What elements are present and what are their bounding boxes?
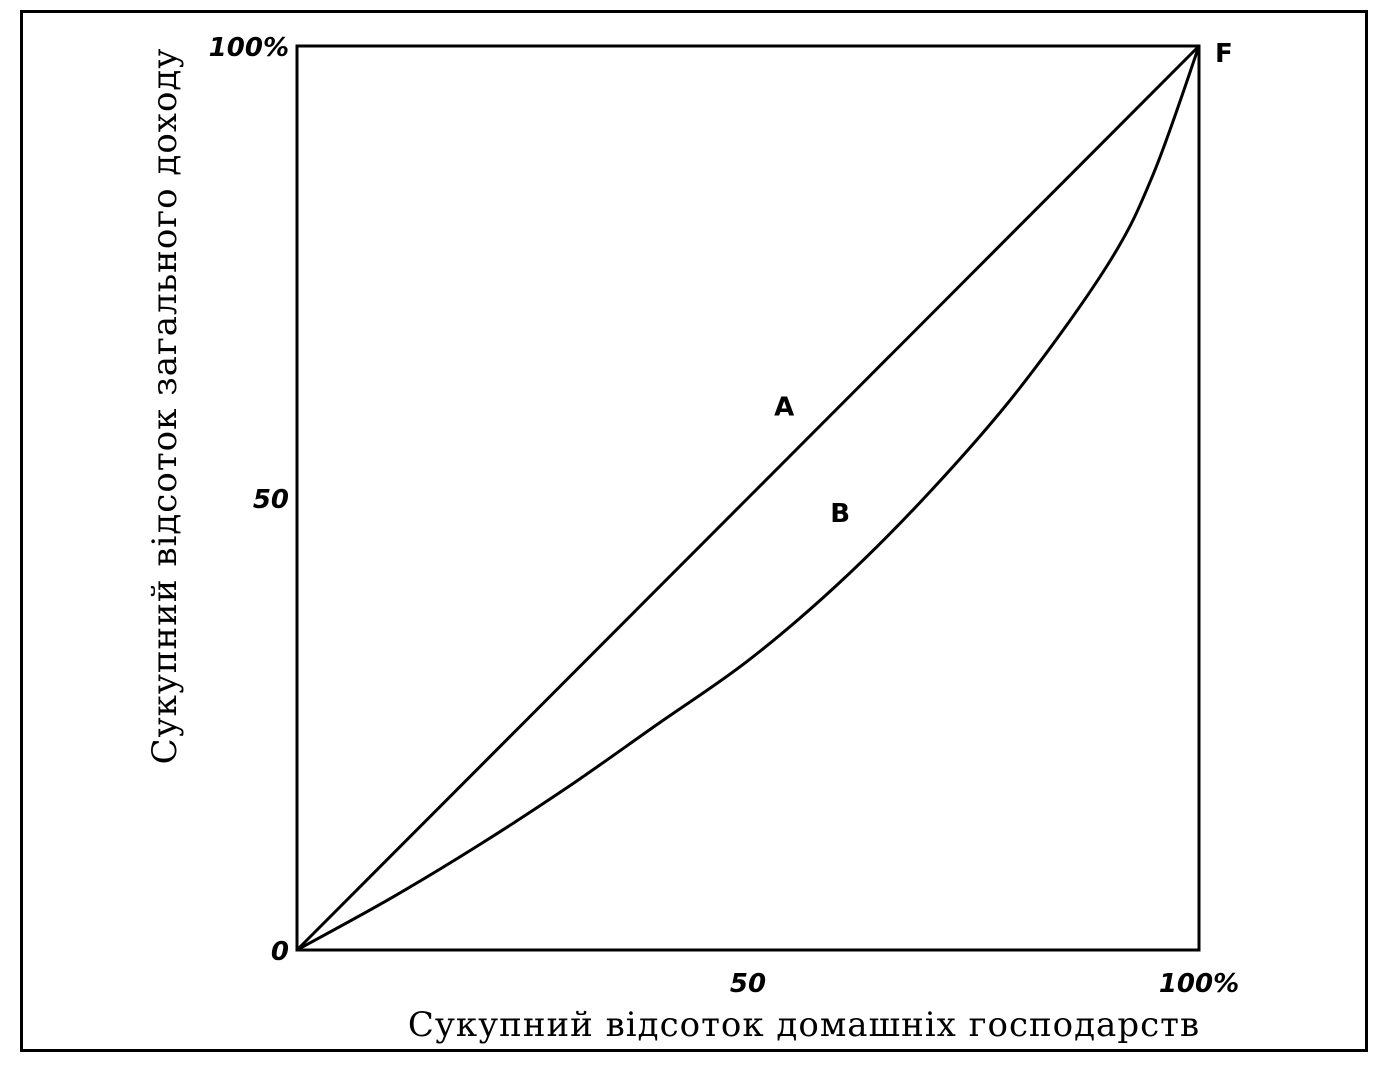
series-line-b: [296, 45, 1201, 952]
y-tick-label: 0: [271, 937, 289, 967]
series-label-a: A: [774, 393, 794, 423]
y-axis-title: Сукупний відсоток загального доходу: [145, 48, 185, 765]
plot-area-frame: [295, 44, 1201, 952]
y-tick-label: 50: [253, 485, 289, 515]
point-f-label: F: [1215, 39, 1233, 69]
y-tick-label: 100%: [209, 33, 289, 63]
x-axis-title: Сукупний відсоток домашніх господарств: [408, 1005, 1200, 1045]
series-label-b: B: [830, 499, 850, 529]
figure-frame: [20, 10, 1368, 1052]
series-layer: AB: [295, 44, 1201, 952]
tick-layer: 50 100% 0 50 100%: [209, 33, 1239, 999]
x-tick-label: 50: [730, 969, 766, 999]
series-line-a: [295, 44, 1201, 952]
x-tick-label: 100%: [1159, 969, 1239, 999]
